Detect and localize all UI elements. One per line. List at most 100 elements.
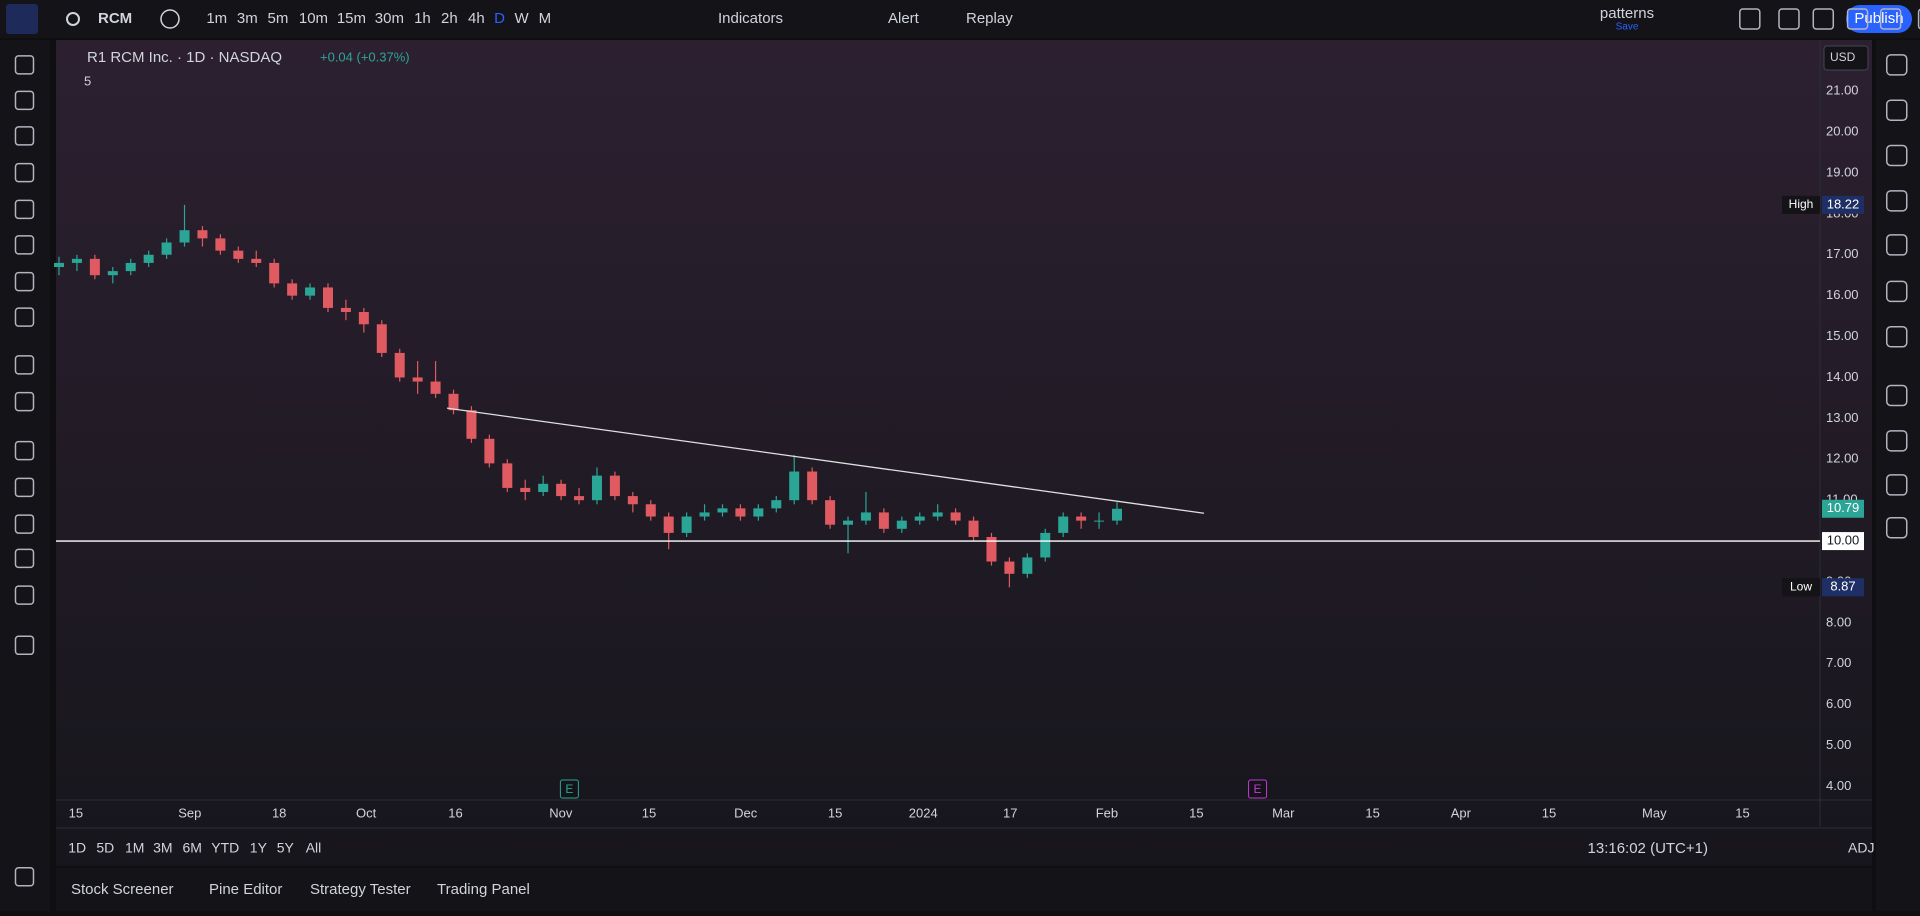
tool-icon[interactable] <box>14 391 35 412</box>
range-button[interactable]: 5D <box>96 840 114 856</box>
candle-body <box>645 504 656 517</box>
tool-icon[interactable] <box>14 55 35 75</box>
interval-button[interactable]: 15m <box>337 10 366 27</box>
range-button[interactable]: 5Y <box>277 840 295 856</box>
interval-button[interactable]: 5m <box>268 10 289 27</box>
time-tick-label: Feb <box>1096 805 1118 820</box>
candle-body <box>538 483 549 492</box>
range-button[interactable]: YTD <box>211 840 239 856</box>
range-button[interactable]: 1M <box>125 840 144 856</box>
tool-icon[interactable] <box>14 514 35 534</box>
bottom-tab[interactable]: Pine Editor <box>209 881 282 898</box>
tool-icon[interactable] <box>14 548 35 569</box>
range-button[interactable]: 1D <box>68 840 86 856</box>
range-button[interactable]: 1Y <box>250 840 268 856</box>
tool-icon[interactable] <box>14 585 35 605</box>
candle-body <box>340 307 351 313</box>
tool-icon[interactable] <box>14 235 35 255</box>
symbol-search[interactable]: RCM <box>98 10 132 27</box>
range-button[interactable]: 3M <box>153 840 172 856</box>
sidebar-icon[interactable] <box>1886 280 1908 303</box>
publish-button[interactable] <box>1846 5 1912 33</box>
time-tick-label: 15 <box>1189 805 1203 820</box>
interval-button[interactable]: 30m <box>375 10 404 27</box>
tool-icon[interactable] <box>14 126 35 146</box>
logo[interactable] <box>6 4 38 34</box>
range-button[interactable]: 6M <box>183 840 202 856</box>
sidebar-icon[interactable] <box>1886 517 1908 539</box>
tool-icon[interactable] <box>14 635 35 656</box>
earnings-label[interactable]: E <box>1254 782 1262 796</box>
tool-icon[interactable] <box>14 90 35 111</box>
sidebar-icon[interactable] <box>1886 99 1908 121</box>
interval-button[interactable]: 1h <box>414 10 431 27</box>
interval-button[interactable]: 10m <box>299 10 328 27</box>
tool-icon[interactable] <box>14 199 35 220</box>
candle-body <box>968 520 979 537</box>
candle-body <box>1022 557 1033 574</box>
bottom-tab[interactable]: Trading Panel <box>437 881 530 898</box>
interval-button[interactable]: M <box>539 10 552 27</box>
bottom-tab[interactable]: Stock Screener <box>71 881 174 898</box>
sidebar-icon[interactable] <box>1886 384 1908 407</box>
publish-label[interactable]: Publish <box>1854 10 1903 27</box>
candle-body <box>251 258 262 263</box>
sidebar-icon[interactable] <box>1886 190 1908 212</box>
tool-icon[interactable] <box>14 440 35 461</box>
toolbar-icon[interactable] <box>1812 8 1835 30</box>
tool-icon[interactable] <box>14 271 35 292</box>
price-tick-label: 17.00 <box>1826 246 1859 261</box>
add-symbol[interactable] <box>160 9 180 29</box>
indicators-button[interactable]: Indicators <box>718 10 783 27</box>
sidebar-icon[interactable] <box>1886 474 1908 496</box>
toolbar-icon[interactable] <box>1846 8 1869 30</box>
sidebar-icon[interactable] <box>1886 234 1908 256</box>
candle-body <box>1112 508 1122 521</box>
sidebar-icon[interactable] <box>1886 144 1908 167</box>
currency[interactable]: USD <box>1830 50 1856 64</box>
toolbar-icon[interactable] <box>1917 8 1920 30</box>
adj-toggle[interactable]: ADJ <box>1848 840 1874 856</box>
layout-name[interactable]: patterns <box>1600 5 1654 22</box>
time-tick-label: 15 <box>69 805 83 820</box>
sidebar-icon[interactable] <box>1886 325 1908 348</box>
price-tick-label: 14.00 <box>1826 369 1859 384</box>
candle-body <box>376 324 387 353</box>
candle-body <box>1094 520 1105 522</box>
tool-icon[interactable] <box>14 162 35 183</box>
toolbar-icon[interactable] <box>1778 8 1800 30</box>
interval-button[interactable]: D <box>494 10 505 27</box>
candle-body <box>143 254 154 263</box>
toolbar-icon[interactable] <box>1879 8 1902 30</box>
candle-body <box>215 238 226 251</box>
price-tick-label: 15.00 <box>1826 328 1859 343</box>
currency-box[interactable] <box>1823 45 1869 71</box>
interval-button[interactable]: 4h <box>468 10 485 27</box>
bottom-tab[interactable]: Strategy Tester <box>310 881 411 898</box>
time-tick-label: Dec <box>734 805 758 820</box>
tool-icon[interactable] <box>14 307 35 327</box>
toolbar-icon[interactable] <box>1739 8 1761 30</box>
price-tick-label: 7.00 <box>1826 655 1851 670</box>
hline-price-label: 10.00 <box>1827 533 1860 548</box>
interval-button[interactable]: 3m <box>237 10 258 27</box>
search-icon[interactable] <box>66 12 80 26</box>
sidebar-icon[interactable] <box>1886 54 1908 76</box>
earnings-label[interactable]: E <box>565 782 573 796</box>
interval-button[interactable]: 1m <box>206 10 227 27</box>
interval-button[interactable]: W <box>515 10 530 27</box>
replay-button[interactable]: Replay <box>966 10 1013 27</box>
candle-body <box>609 475 620 497</box>
sidebar-icon[interactable] <box>1886 430 1908 452</box>
earnings-marker[interactable] <box>559 779 579 799</box>
candle-body <box>466 410 477 439</box>
alert-button[interactable]: Alert <box>888 10 920 27</box>
candle-body <box>269 262 280 284</box>
earnings-marker[interactable] <box>1248 779 1268 799</box>
tool-icon[interactable] <box>14 355 35 375</box>
indicator-count[interactable]: 5 <box>84 73 91 88</box>
tool-icon[interactable] <box>14 477 35 498</box>
interval-button[interactable]: 2h <box>441 10 458 27</box>
range-button[interactable]: All <box>306 840 322 856</box>
tool-icon[interactable] <box>14 866 35 887</box>
